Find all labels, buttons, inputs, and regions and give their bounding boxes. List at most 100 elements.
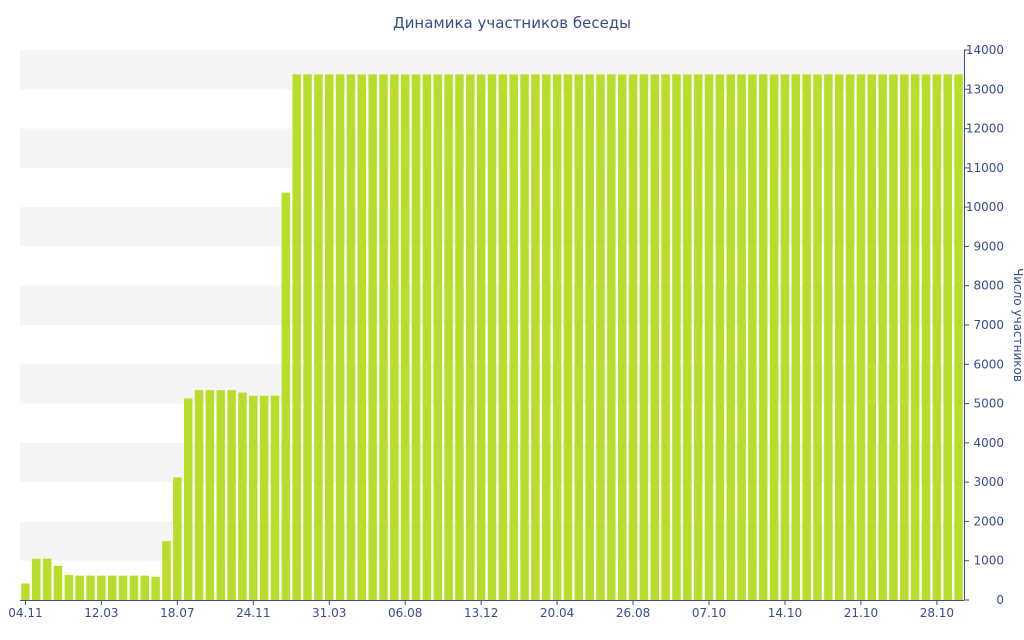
bar [238, 392, 247, 600]
y-tick-label: 1000 [973, 554, 1004, 568]
bar [314, 74, 323, 601]
bar [932, 74, 942, 601]
y-tick-label: 11000 [966, 161, 1004, 175]
bar [433, 74, 442, 601]
bar [270, 395, 280, 600]
bar [118, 575, 128, 600]
bar [379, 74, 388, 601]
bar [921, 74, 931, 601]
x-tick-label: 26.08 [616, 606, 650, 620]
bar [943, 74, 952, 601]
y-tick-label: 7000 [973, 318, 1004, 332]
bar [259, 395, 269, 600]
bar [64, 574, 74, 600]
bar [878, 74, 887, 601]
bar [292, 74, 301, 601]
bar [335, 74, 345, 601]
y-tick-label: 5000 [973, 397, 1004, 411]
bar [607, 74, 616, 601]
bar [813, 74, 822, 601]
x-tick-label: 24.11 [236, 606, 270, 620]
bar [726, 74, 735, 601]
bar [531, 74, 540, 601]
bar [889, 74, 898, 601]
bar [183, 398, 193, 600]
bar [346, 74, 356, 601]
x-axis: 04.11 12.03 18.07 24.11 31.03 06.08 13.12 20.04… [8, 600, 964, 620]
bar [151, 576, 160, 600]
bar [867, 74, 876, 601]
bar [661, 74, 670, 601]
bar [487, 74, 497, 601]
bar [509, 74, 518, 601]
bar [845, 74, 855, 601]
bar [173, 477, 182, 600]
bar [140, 575, 150, 600]
bar [42, 558, 52, 600]
bar [693, 74, 703, 601]
bar [108, 575, 117, 600]
bar [617, 74, 627, 601]
y-tick-label: 0 [996, 593, 1004, 607]
bar [53, 565, 63, 600]
bar [216, 390, 225, 600]
bar [455, 74, 464, 601]
bar [596, 74, 605, 601]
x-tick-label: 04.11 [8, 606, 42, 620]
y-tick-label: 2000 [973, 514, 1004, 528]
bar [737, 74, 746, 601]
bar [325, 74, 334, 601]
y-tick-label: 4000 [973, 436, 1004, 450]
bar [400, 74, 410, 601]
y-tick-label: 3000 [973, 475, 1004, 489]
bar [194, 390, 204, 600]
bar [683, 74, 692, 601]
bar [281, 192, 291, 601]
bar [715, 74, 725, 601]
bar [824, 74, 833, 601]
bar [780, 74, 790, 601]
bar [422, 74, 432, 601]
bar [542, 74, 551, 601]
bar [32, 558, 41, 600]
x-tick-label: 28.10 [920, 606, 954, 620]
bar [856, 74, 866, 601]
bar [585, 74, 594, 601]
bar [21, 583, 30, 600]
bar [769, 74, 779, 601]
chart-title: Динамика участников беседы [393, 14, 631, 32]
bar [552, 74, 562, 601]
bar [563, 74, 573, 601]
bar [249, 395, 258, 600]
bar [672, 74, 681, 601]
bar [910, 74, 920, 601]
x-tick-label: 07.10 [692, 606, 726, 620]
x-tick-label: 13.12 [464, 606, 498, 620]
bar [748, 74, 757, 601]
bar [466, 74, 475, 601]
bar [759, 74, 768, 601]
bar [650, 74, 659, 601]
bar [357, 74, 367, 601]
y-tick-label: 10000 [966, 200, 1004, 214]
bar [834, 74, 844, 601]
bar-series [21, 74, 963, 601]
bar [205, 390, 215, 600]
bar [303, 74, 312, 601]
bar [162, 541, 171, 600]
bar [791, 74, 801, 601]
x-tick-label: 21.10 [844, 606, 878, 620]
bar [97, 575, 106, 600]
y-tick-label: 14000 [966, 43, 1004, 57]
bar [704, 74, 714, 601]
bar [444, 74, 453, 601]
bar [75, 575, 84, 600]
bar [954, 74, 963, 601]
y-axis: 0 1000 2000 3000 4000 5000 6000 7000 8000 9000 100… [964, 43, 1004, 607]
bar [802, 74, 811, 601]
bar [639, 74, 649, 601]
x-tick-label: 20.04 [540, 606, 574, 620]
bar [900, 74, 909, 601]
bar [628, 74, 638, 601]
